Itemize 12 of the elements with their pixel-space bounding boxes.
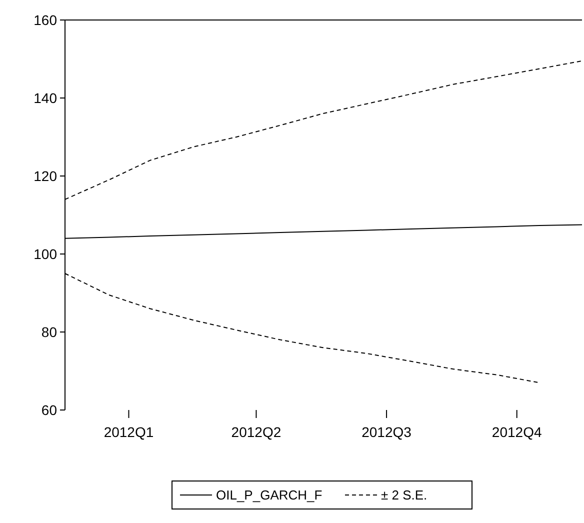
y-tick-label: 120 <box>34 168 58 184</box>
y-tick-label: 160 <box>34 12 58 28</box>
y-tick-label: 60 <box>41 402 58 418</box>
x-tick-label: 2012Q4 <box>492 424 542 440</box>
x-tick-label: 2012Q3 <box>362 424 412 440</box>
y-tick-label: 100 <box>34 246 58 262</box>
x-tick-label: 2012Q2 <box>231 424 282 440</box>
legend-label: ± 2 S.E. <box>381 488 428 503</box>
y-tick-label: 80 <box>41 324 58 340</box>
y-tick-label: 140 <box>34 90 58 106</box>
legend-label: OIL_P_GARCH_F <box>216 488 322 503</box>
x-tick-label: 2012Q1 <box>104 424 154 440</box>
